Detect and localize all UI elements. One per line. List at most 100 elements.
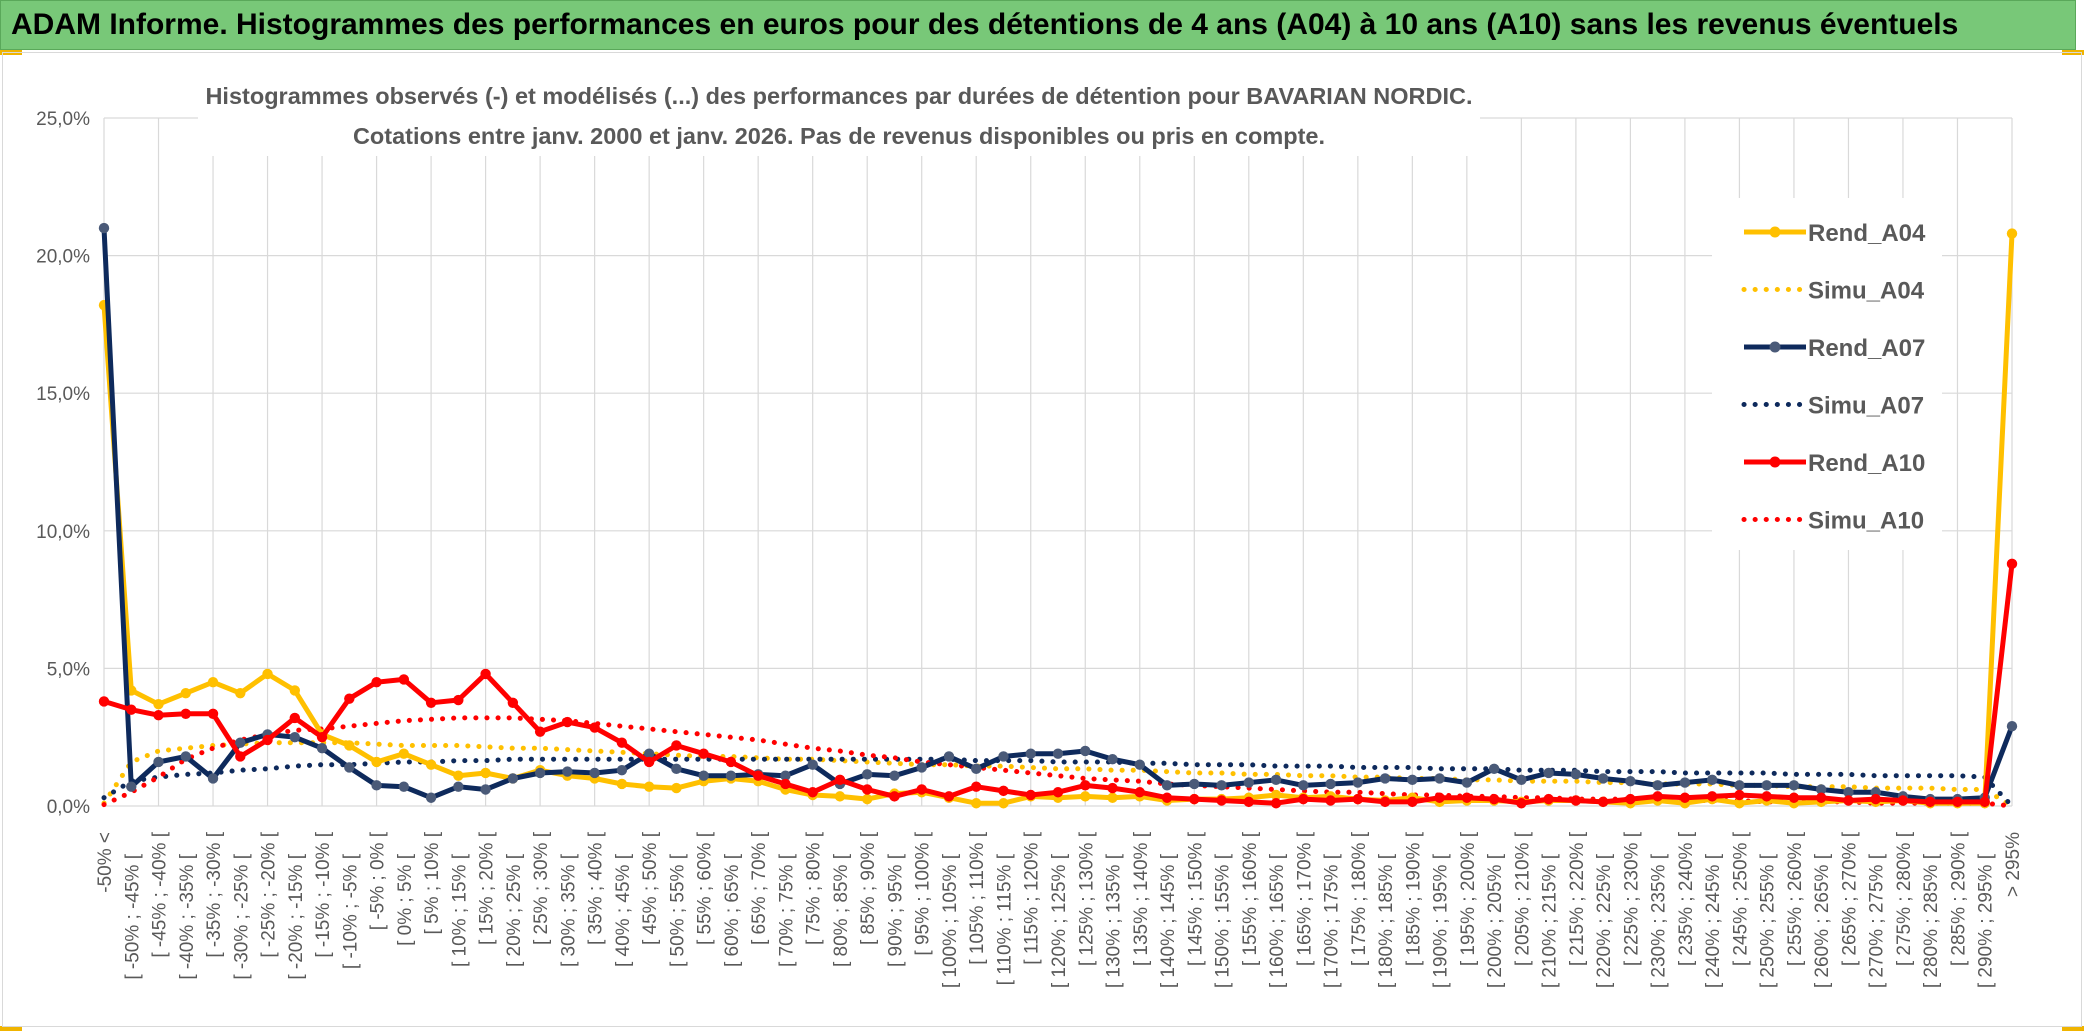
data-point bbox=[1543, 767, 1554, 779]
x-tick-label: [ 135% ; 140% [ bbox=[1131, 831, 1152, 966]
data-point bbox=[1706, 774, 1718, 786]
data-point bbox=[1597, 773, 1609, 784]
x-tick-label: [ 55% ; 60% [ bbox=[695, 831, 716, 945]
data-point bbox=[725, 756, 737, 768]
data-point bbox=[643, 748, 655, 759]
data-point bbox=[289, 685, 300, 696]
data-point bbox=[752, 770, 764, 781]
y-axis-ticks: 0,0% 5,0% 10,0% 15,0% 20,0% 25,0% bbox=[36, 109, 90, 818]
y-tick-label: 5,0% bbox=[47, 659, 90, 680]
data-point bbox=[235, 687, 246, 699]
chart-subtitle: Cotations entre janv. 2000 et janv. 2026… bbox=[353, 123, 1325, 149]
data-point bbox=[1080, 780, 1091, 791]
x-tick-label: [ 270% ; 275% [ bbox=[1867, 853, 1888, 988]
data-point bbox=[1761, 791, 1772, 802]
x-tick-label: [ 215% ; 220% [ bbox=[1567, 831, 1588, 966]
data-point bbox=[425, 759, 437, 770]
data-point bbox=[453, 781, 464, 792]
x-tick-label: [ -35% ; -30% [ bbox=[204, 831, 225, 957]
data-point bbox=[1516, 798, 1527, 809]
data-point bbox=[98, 696, 110, 707]
x-tick-label: [ 175% ; 180% [ bbox=[1349, 831, 1370, 966]
horizontal-gridlines bbox=[104, 117, 2012, 807]
data-point bbox=[1734, 789, 1745, 801]
x-tick-label: [ 290% ; 295% [ bbox=[1976, 853, 1997, 988]
data-point bbox=[1488, 793, 1500, 805]
data-point bbox=[889, 770, 900, 781]
data-point bbox=[1652, 791, 1663, 802]
data-point bbox=[725, 770, 737, 781]
x-tick-label: [ 235% ; 240% [ bbox=[1676, 831, 1697, 966]
x-tick-label: [ 205% ; 210% [ bbox=[1512, 831, 1533, 966]
legend: Rend_A04 Simu_A04 Rend_A07 Simu_A07 Rend_A10… bbox=[1741, 220, 1926, 535]
data-point bbox=[398, 781, 410, 792]
x-tick-label: [ 110% ; 115% [ bbox=[994, 853, 1015, 985]
data-point bbox=[1298, 780, 1309, 791]
data-point bbox=[180, 687, 191, 699]
data-point bbox=[1734, 780, 1745, 791]
data-point bbox=[235, 737, 246, 748]
x-tick-label: [ 170% ; 175% [ bbox=[1322, 853, 1343, 988]
x-tick-label: > 295% bbox=[2003, 832, 2024, 897]
series-simu-a04 bbox=[101, 740, 2015, 809]
x-tick-label: [ 120% ; 125% [ bbox=[1049, 853, 1070, 988]
x-tick-label: [ -30% ; -25% [ bbox=[231, 853, 252, 979]
data-point bbox=[971, 763, 982, 775]
x-tick-label: [ -50% ; -45% [ bbox=[122, 853, 143, 979]
x-tick-label: [ 10% ; 15% [ bbox=[449, 853, 470, 967]
data-point bbox=[671, 740, 682, 751]
data-point bbox=[1161, 780, 1173, 791]
data-point bbox=[344, 762, 355, 773]
x-tick-label: [ 190% ; 195% [ bbox=[1431, 853, 1452, 988]
data-point bbox=[1516, 774, 1527, 786]
data-point bbox=[1243, 796, 1255, 808]
data-point bbox=[98, 222, 110, 234]
data-point bbox=[2006, 720, 2018, 732]
data-point bbox=[1788, 780, 1800, 791]
x-tick-label: [ 95% ; 100% [ bbox=[913, 831, 934, 955]
data-point bbox=[807, 787, 818, 798]
data-point bbox=[862, 784, 873, 795]
x-tick-label: [ -45% ; -40% [ bbox=[150, 831, 171, 957]
x-tick-label: [ 180% ; 185% [ bbox=[1376, 853, 1397, 988]
data-point bbox=[1870, 793, 1881, 805]
data-point bbox=[1570, 769, 1582, 780]
data-point bbox=[1979, 796, 1990, 808]
data-point bbox=[643, 781, 655, 792]
data-point bbox=[1597, 796, 1609, 808]
data-point bbox=[1298, 793, 1309, 805]
x-tick-label: [ 60% ; 65% [ bbox=[722, 853, 743, 967]
data-point bbox=[998, 785, 1009, 797]
data-point bbox=[1025, 748, 1036, 759]
data-point bbox=[562, 716, 573, 728]
x-tick-label: [ 280% ; 285% [ bbox=[1921, 853, 1942, 988]
data-point bbox=[1161, 792, 1173, 803]
data-point bbox=[1379, 796, 1391, 808]
report-title: ADAM Informe. Histogrammes des performan… bbox=[11, 8, 1959, 41]
data-point bbox=[371, 780, 382, 791]
x-tick-label: [ 80% ; 85% [ bbox=[831, 853, 852, 967]
data-point bbox=[1679, 777, 1691, 788]
corner-accent bbox=[0, 1026, 22, 1031]
x-tick-label: [ 185% ; 190% [ bbox=[1403, 831, 1424, 966]
data-point bbox=[398, 674, 410, 685]
data-point bbox=[1734, 798, 1745, 809]
data-point bbox=[480, 668, 491, 680]
data-point bbox=[1107, 754, 1118, 765]
data-point bbox=[616, 778, 628, 790]
x-tick-label: [ 145% ; 150% [ bbox=[1185, 831, 1206, 966]
x-tick-label: [ -15% ; -10% [ bbox=[313, 831, 334, 957]
legend-marker bbox=[1769, 341, 1781, 353]
x-tick-label: [ 195% ; 200% [ bbox=[1458, 831, 1479, 966]
data-point bbox=[1080, 791, 1091, 802]
data-point bbox=[507, 773, 519, 784]
vertical-gridlines bbox=[103, 118, 2013, 806]
data-point bbox=[262, 668, 273, 680]
chart-frame bbox=[2, 52, 2082, 1027]
data-point bbox=[235, 751, 246, 762]
data-point bbox=[589, 722, 600, 733]
x-axis-ticks: -50% < [ -50% ; -45% [[ -45% ; -40% [[ -4… bbox=[95, 831, 2024, 988]
x-tick-label: [ 50% ; 55% [ bbox=[667, 853, 688, 967]
data-point bbox=[1270, 798, 1282, 809]
legend-backdrop bbox=[1712, 198, 1942, 550]
